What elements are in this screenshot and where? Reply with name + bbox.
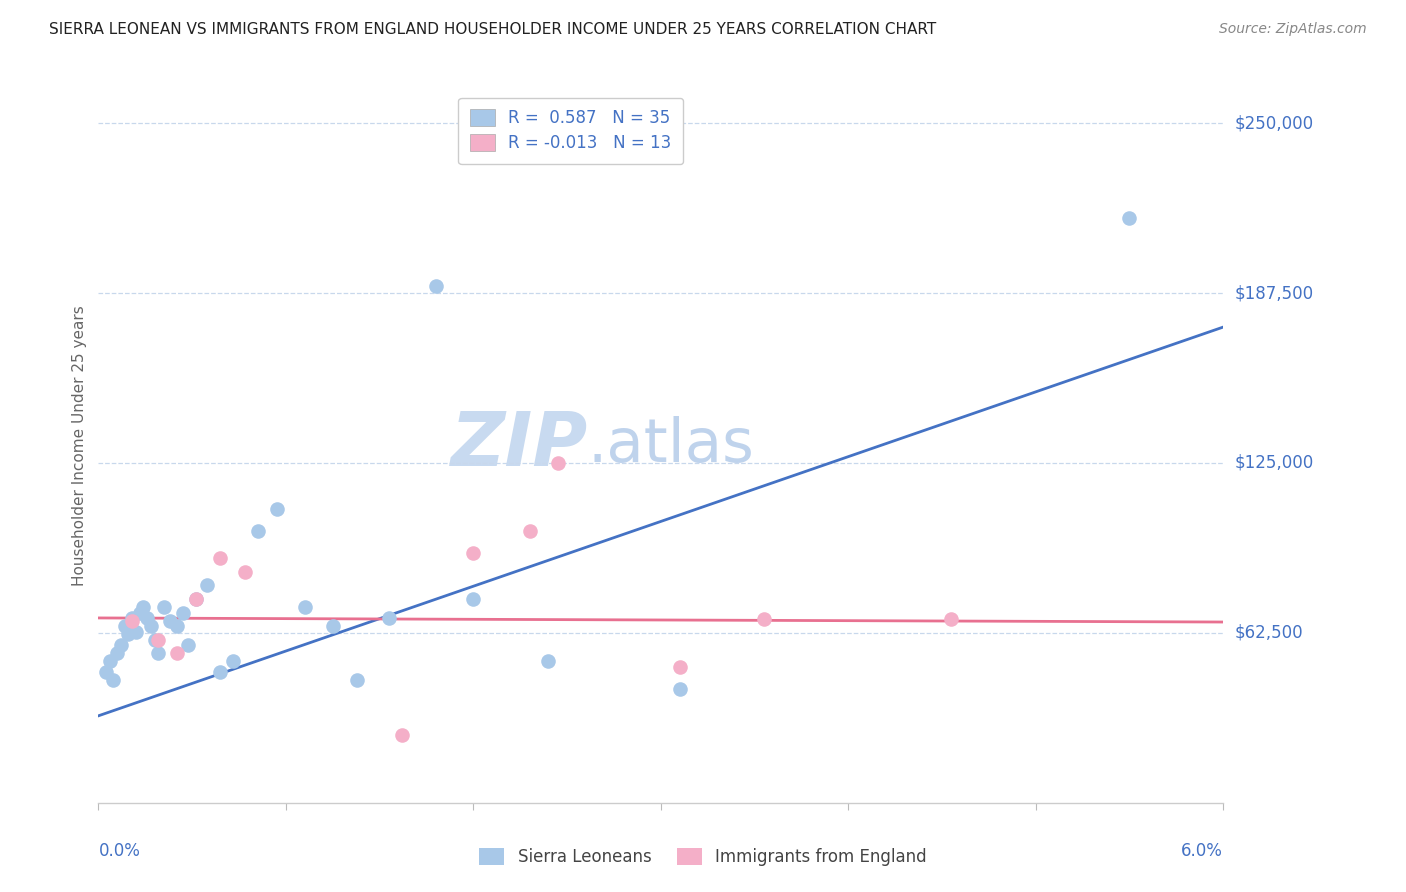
Point — [166, 619, 188, 633]
Y-axis label: Householder Income Under 25 years: Householder Income Under 25 years — [72, 306, 87, 586]
Point — [246, 524, 269, 538]
Point — [177, 638, 200, 652]
Text: ZIP: ZIP — [450, 409, 588, 483]
Point — [266, 502, 288, 516]
Point — [346, 673, 368, 688]
Point — [153, 600, 176, 615]
Point — [668, 660, 690, 674]
Legend: Sierra Leoneans, Immigrants from England: Sierra Leoneans, Immigrants from England — [472, 841, 934, 873]
Text: $62,500: $62,500 — [1234, 624, 1303, 642]
Point — [136, 611, 159, 625]
Point — [121, 614, 143, 628]
Point — [233, 565, 256, 579]
Point — [463, 546, 485, 560]
Point — [322, 619, 344, 633]
Point — [941, 612, 963, 626]
Point — [125, 624, 148, 639]
Point — [752, 612, 775, 626]
Point — [110, 638, 132, 652]
Point — [425, 279, 447, 293]
Point — [668, 681, 690, 696]
Point — [98, 655, 121, 669]
Text: $250,000: $250,000 — [1234, 114, 1313, 132]
Point — [547, 456, 569, 470]
Point — [128, 606, 150, 620]
Point — [172, 606, 194, 620]
Point — [166, 646, 188, 660]
Point — [114, 619, 136, 633]
Point — [103, 673, 125, 688]
Text: SIERRA LEONEAN VS IMMIGRANTS FROM ENGLAND HOUSEHOLDER INCOME UNDER 25 YEARS CORR: SIERRA LEONEAN VS IMMIGRANTS FROM ENGLAN… — [49, 22, 936, 37]
Point — [117, 627, 139, 641]
Point — [1118, 211, 1140, 226]
Point — [519, 524, 541, 538]
Point — [195, 578, 218, 592]
Point — [378, 611, 401, 625]
Point — [94, 665, 117, 680]
Text: $187,500: $187,500 — [1234, 284, 1313, 302]
Point — [463, 591, 485, 606]
Point — [143, 632, 166, 647]
Point — [537, 655, 560, 669]
Point — [121, 611, 143, 625]
Point — [139, 619, 162, 633]
Point — [105, 646, 128, 660]
Text: 0.0%: 0.0% — [98, 842, 141, 860]
Point — [184, 591, 207, 606]
Point — [148, 632, 170, 647]
Text: .atlas: .atlas — [588, 417, 755, 475]
Point — [209, 665, 232, 680]
Legend: R =  0.587   N = 35, R = -0.013   N = 13: R = 0.587 N = 35, R = -0.013 N = 13 — [458, 97, 683, 164]
Point — [132, 600, 155, 615]
Point — [209, 551, 232, 566]
Point — [184, 591, 207, 606]
Point — [159, 614, 181, 628]
Point — [148, 646, 170, 660]
Point — [294, 600, 316, 615]
Point — [222, 655, 245, 669]
Text: 6.0%: 6.0% — [1181, 842, 1223, 860]
Text: Source: ZipAtlas.com: Source: ZipAtlas.com — [1219, 22, 1367, 37]
Point — [391, 728, 413, 742]
Text: $125,000: $125,000 — [1234, 454, 1313, 472]
